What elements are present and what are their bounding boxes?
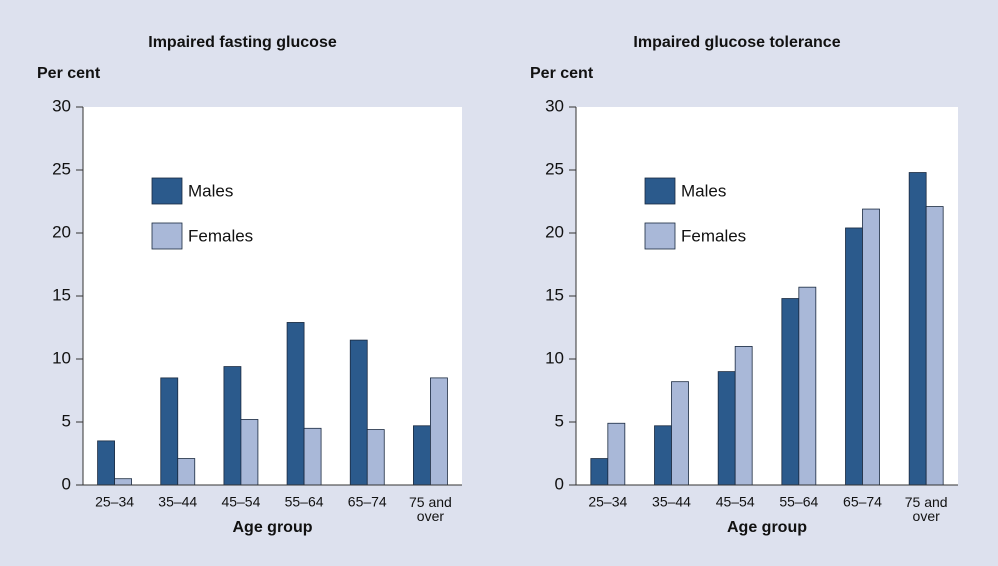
y-tick-label: 30 [52, 96, 71, 115]
x-tick-label: 35–44 [158, 494, 197, 510]
x-axis-label: Age group [727, 519, 807, 536]
bar [925, 206, 944, 486]
legend-swatch [151, 222, 183, 250]
y-tick-label: 20 [52, 222, 71, 241]
x-tick-label: 35–44 [652, 494, 691, 510]
bar [366, 429, 385, 486]
x-tick-label: 55–64 [779, 494, 818, 510]
y-axis-label: Per cent [37, 65, 101, 82]
bar [845, 227, 863, 486]
y-tick-label: 5 [555, 411, 564, 430]
bar [160, 377, 179, 486]
x-tick-label: 75 and over [905, 494, 948, 524]
plot-area [576, 107, 958, 485]
bar [97, 440, 115, 486]
bar [349, 339, 368, 486]
bar [303, 427, 322, 486]
legend-label: Females [681, 226, 746, 245]
x-tick-label: 65–74 [348, 494, 387, 510]
plot-area [83, 107, 462, 485]
y-tick-label: 20 [545, 222, 564, 241]
bar [717, 371, 736, 486]
bar [223, 366, 242, 486]
legend-label: Males [188, 181, 233, 200]
legend-swatch [151, 177, 183, 205]
bar [862, 208, 880, 486]
legend-label: Males [681, 181, 726, 200]
bar [908, 172, 927, 486]
y-tick-label: 25 [52, 159, 71, 178]
bar [286, 322, 305, 486]
x-axis-label: Age group [233, 519, 313, 536]
y-tick-label: 0 [62, 474, 71, 493]
bar [430, 377, 448, 486]
bar [607, 422, 626, 486]
x-tick-label: 25–34 [95, 494, 134, 510]
bar [590, 458, 609, 486]
bar [734, 345, 753, 486]
chart-title: Impaired glucose tolerance [633, 34, 840, 51]
legend-swatch [644, 177, 676, 205]
x-tick-label: 45–54 [221, 494, 260, 510]
x-tick-label: 45–54 [716, 494, 755, 510]
bar [671, 381, 689, 486]
y-axis-label: Per cent [530, 65, 594, 82]
y-tick-label: 0 [555, 474, 564, 493]
chart-title: Impaired fasting glucose [148, 34, 337, 51]
y-tick-label: 15 [545, 285, 564, 304]
bar [654, 425, 672, 486]
bar [114, 478, 132, 486]
y-tick-label: 15 [52, 285, 71, 304]
y-tick-label: 30 [545, 96, 564, 115]
legend-label: Females [188, 226, 253, 245]
bar [177, 458, 196, 486]
x-tick-label: 75 and over [409, 494, 452, 524]
x-tick-label: 65–74 [843, 494, 882, 510]
legend-swatch [644, 222, 676, 250]
y-tick-label: 10 [545, 348, 564, 367]
y-tick-label: 5 [62, 411, 71, 430]
y-tick-label: 25 [545, 159, 564, 178]
bar [781, 298, 800, 486]
x-tick-label: 25–34 [588, 494, 627, 510]
x-tick-label: 55–64 [285, 494, 324, 510]
y-tick-label: 10 [52, 348, 71, 367]
bar [413, 425, 431, 486]
bar [240, 419, 259, 486]
bar [798, 286, 817, 486]
